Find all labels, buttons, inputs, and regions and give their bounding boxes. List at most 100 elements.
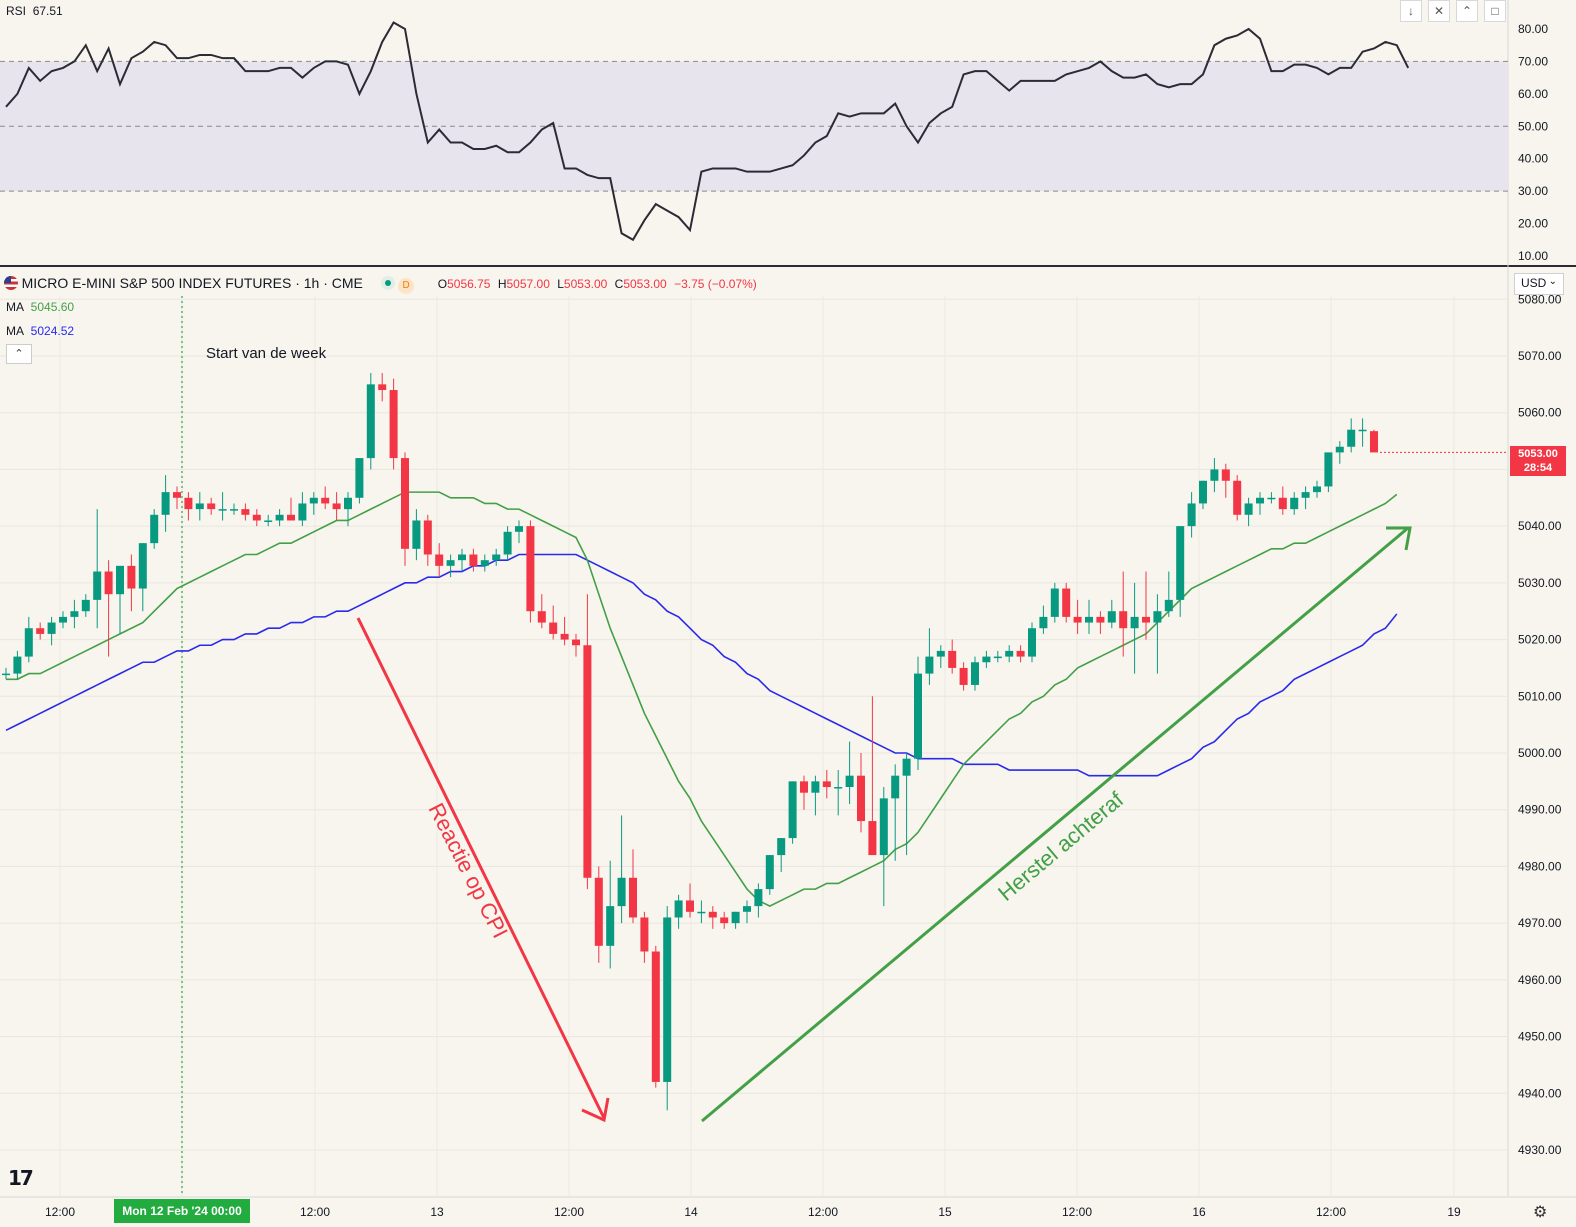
ma-slow-line [5,553,1398,777]
candle-body [572,639,580,646]
ma-slow-value: 5024.52 [30,324,75,338]
ma-slow-legend[interactable]: MA 5024.52 [6,324,74,338]
candle-body [936,650,945,657]
price-tick-label: 4940.00 [1518,1086,1562,1100]
candle-body [822,781,831,788]
change-value: −3.75 (−0.07%) [674,277,757,291]
candle-body [800,781,808,793]
candle-body [549,622,558,634]
recovery-arrow-line [701,526,1409,1123]
candle-body [925,656,934,674]
candle-body [503,531,512,555]
price-tick-label: 4930.00 [1518,1143,1562,1157]
delayed-badge: D [398,278,415,294]
currency-label: USD [1521,276,1547,290]
ma-fast-legend[interactable]: MA 5045.60 [6,300,74,314]
ma-slow-label: MA [6,324,24,338]
candle-body [264,520,273,522]
close-icon[interactable]: ✕ [1428,0,1450,22]
rsi-label: RSI [6,4,27,18]
time-tick-label: 12:00 [1062,1205,1092,1219]
candle-body [173,492,181,498]
candle-body [754,889,763,907]
ma-fast-value: 5045.60 [30,300,75,314]
candle-body [401,458,409,549]
candle-body [1187,503,1196,527]
maximize-icon[interactable]: □ [1484,0,1506,22]
candle-body [116,565,124,595]
currency-select[interactable]: USD ⌄ [1514,273,1564,295]
candle-body [1062,588,1071,617]
candle-body [834,787,843,789]
candle-body [1290,497,1299,510]
ma-fast-line [6,491,1398,908]
chevron-down-icon: ⌄ [1548,276,1557,287]
candle-body [1005,650,1014,657]
candle-body [560,633,569,640]
h-label: H [497,277,507,291]
candle-body [617,877,626,907]
candle-body [731,911,740,924]
time-tick-label: 13 [430,1205,444,1219]
candle-body [150,514,159,544]
candle-body [1119,611,1128,629]
candle-body [879,798,888,856]
price-tick-label: 5070.00 [1518,349,1562,363]
candle-body [891,775,900,799]
candle-body [1016,650,1025,657]
candle-body [492,554,501,561]
collapse-icon[interactable]: ⌃ [1456,0,1478,22]
tradingview-logo[interactable]: 17 [8,1166,34,1190]
rsi-band [0,61,1508,192]
candle-body [1176,526,1185,600]
candle-body [252,514,261,521]
candle-body [1335,446,1344,453]
candle-body [366,384,375,459]
settings-gear-icon[interactable]: ⚙ [1533,1204,1548,1221]
arrow-down-icon[interactable]: ↓ [1400,0,1422,22]
candle-body [663,917,672,1082]
price-tick-label: 5030.00 [1518,576,1562,590]
collapse-legend-button[interactable]: ⌃ [6,344,32,364]
candle-body [218,509,227,511]
candle-body [446,560,455,566]
symbol-title[interactable]: MICRO E-MINI S&P 500 INDEX FUTURES · 1h … [21,275,363,291]
us-flag-icon [4,276,18,290]
candle-body [138,543,147,589]
candle-body [651,951,660,1082]
ohlc-readout: O5056.75 H5057.00 L5053.00 C5053.00 −3.7… [438,277,757,291]
candle-body [469,554,478,566]
candle-body [708,911,717,918]
h-value: 5057.00 [506,277,550,291]
candle-body [309,497,318,504]
candle-body [1028,628,1036,657]
candle-body [47,622,56,634]
candle-body [207,503,216,510]
candle-body [914,673,922,759]
candle-body [161,492,170,515]
o-label: O [437,277,448,291]
candle-body [127,565,136,589]
candle-body [1073,616,1082,623]
candle-body [697,911,706,914]
candle-body [1210,469,1219,481]
candle-body [1050,588,1059,617]
last-price: 5053.00 [1518,448,1558,460]
candle-body [480,560,489,566]
candle-body [275,514,284,521]
candle-body [526,526,535,612]
time-tick-label: 15 [938,1205,952,1219]
candle-body [948,650,957,668]
candle-body [606,906,615,946]
candle-body [1039,616,1048,629]
rsi-tick-label: 70.00 [1518,54,1548,68]
candle-body [1370,431,1378,453]
price-tick-label: 5040.00 [1518,519,1562,533]
candle-body [777,838,786,856]
candle-body [743,906,751,912]
candle-body [458,554,466,561]
o-value: 5056.75 [447,277,491,291]
c-value: 5053.00 [623,277,667,291]
recovery-annotation: Herstel achteraf [993,786,1129,906]
